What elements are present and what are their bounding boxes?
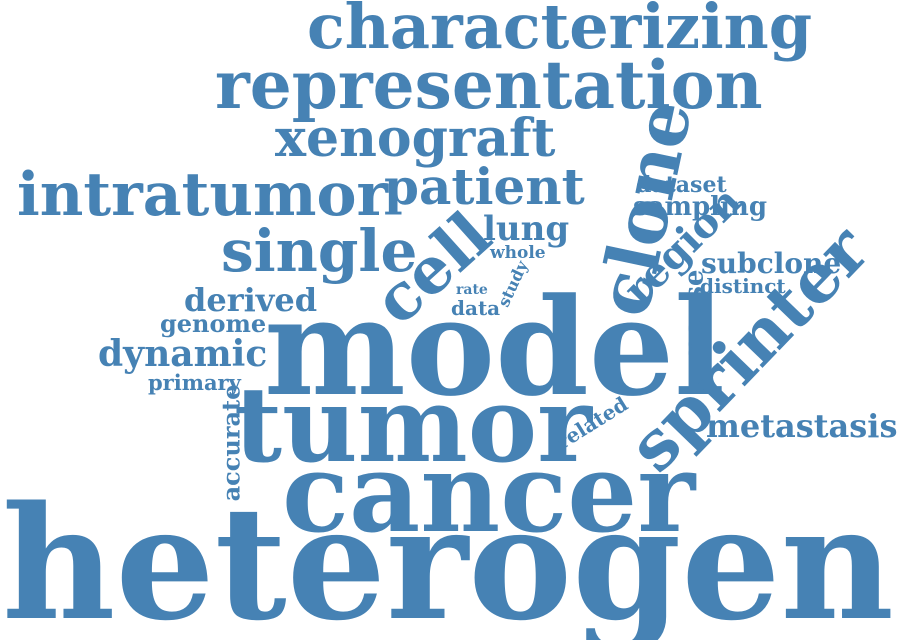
word-representation: representation bbox=[215, 46, 763, 124]
word-lung: lung bbox=[483, 209, 570, 249]
word-metastasis: metastasis bbox=[706, 407, 898, 445]
word-heterogeneity: heterogeneity bbox=[2, 472, 900, 640]
word-dynamic: dynamic bbox=[98, 333, 268, 375]
word-cancer: cancer bbox=[282, 428, 696, 557]
word-dataset: dataset bbox=[636, 172, 727, 198]
word-rate: rate bbox=[456, 282, 488, 298]
word-distinct: distinct bbox=[700, 274, 786, 298]
word-tumor: tumor bbox=[234, 363, 592, 486]
word-single: single bbox=[221, 217, 418, 285]
word-accurate: accurate bbox=[216, 384, 246, 502]
word-derived: derived bbox=[184, 281, 318, 319]
word-characterizing: characterizing bbox=[307, 0, 813, 63]
word-sampling: sampling bbox=[633, 192, 768, 222]
word-primary: primary bbox=[148, 370, 241, 395]
word-mouse: mouse bbox=[679, 269, 710, 365]
word-patient: patient bbox=[384, 157, 585, 216]
word-genome: genome bbox=[160, 309, 267, 338]
word-xenograft: xenograft bbox=[275, 108, 556, 169]
word-subclone: subclone bbox=[701, 247, 842, 280]
word-intratumor: intratumor bbox=[17, 160, 389, 230]
word-model: model bbox=[264, 268, 726, 426]
word-data: data bbox=[451, 296, 501, 320]
word-whole: whole bbox=[490, 243, 546, 263]
